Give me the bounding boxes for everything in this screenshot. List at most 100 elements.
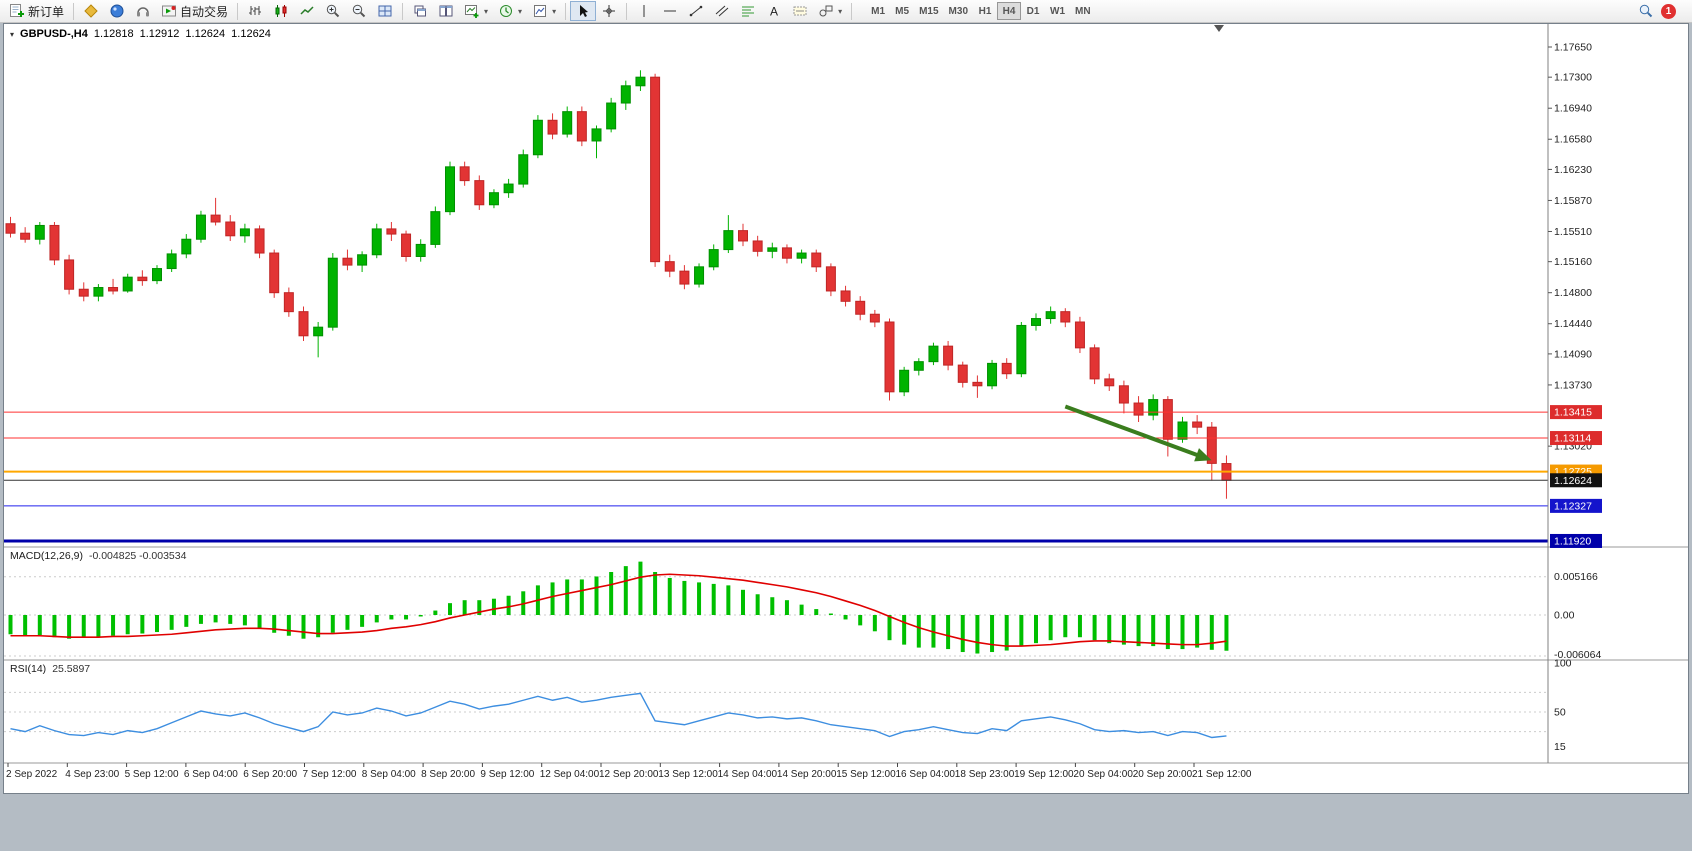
svg-text:6 Sep 04:00: 6 Sep 04:00 (184, 769, 238, 780)
timeframe-button-d1[interactable]: D1 (1021, 2, 1045, 20)
price-badge-1.11920: 1.11920 (1550, 533, 1602, 548)
data-window-button[interactable] (130, 1, 156, 21)
timeframe-buttons: M1 M5 M15 M30 H1 H4 D1 W1 MN (866, 2, 1095, 20)
fibonacci-tool-button[interactable] (735, 1, 761, 21)
svg-text:9 Sep 12:00: 9 Sep 12:00 (480, 769, 534, 780)
horizontal-line-tool-button[interactable] (657, 1, 683, 21)
market-watch-button[interactable] (104, 1, 130, 21)
svg-text:1.16230: 1.16230 (1554, 164, 1592, 176)
profiles-clock-icon (500, 5, 513, 17)
cursor-arrow-icon (580, 5, 589, 17)
chart-window: ▾ GBPUSD-,H4 1.12818 1.12912 1.12624 1.1… (3, 23, 1689, 794)
zoom-in-icon (326, 4, 340, 18)
timeframe-button-mn[interactable]: MN (1070, 2, 1096, 20)
timeframe-button-m1[interactable]: M1 (866, 2, 890, 20)
text-label-tool-button[interactable] (787, 1, 813, 21)
svg-text:1.14090: 1.14090 (1554, 348, 1592, 360)
zoom-out-button[interactable] (346, 1, 372, 21)
price-badge-1.12327: 1.12327 (1550, 498, 1602, 513)
svg-text:14 Sep 20:00: 14 Sep 20:00 (777, 769, 837, 780)
svg-text:50: 50 (1554, 707, 1566, 719)
svg-text:16 Sep 04:00: 16 Sep 04:00 (896, 769, 956, 780)
arrange-windows-icon (439, 5, 453, 17)
panel-separators (4, 24, 1688, 764)
price-badge-1.13114: 1.13114 (1550, 431, 1602, 446)
collapse-chart-icon[interactable]: ▾ (10, 29, 15, 39)
vertical-line-icon (643, 5, 645, 17)
svg-text:8 Sep 20:00: 8 Sep 20:00 (421, 769, 475, 780)
tile-windows-button[interactable] (372, 1, 398, 21)
svg-text:1.11920: 1.11920 (1554, 535, 1591, 547)
dropdown-caret-icon: ▾ (484, 6, 489, 16)
svg-text:1.15870: 1.15870 (1554, 195, 1592, 207)
text-label-icon (793, 6, 807, 16)
new-chart-icon (465, 5, 479, 18)
toolbar-separator (626, 2, 628, 20)
line-chart-button[interactable] (294, 1, 320, 21)
arrange-windows-button[interactable] (433, 1, 459, 21)
svg-text:6 Sep 20:00: 6 Sep 20:00 (243, 769, 297, 780)
toolbar-separator (851, 2, 853, 20)
trendline-icon (689, 5, 703, 17)
timeframe-button-m15[interactable]: M15 (914, 2, 943, 20)
new-chart-button[interactable]: ▾ (459, 1, 493, 21)
toolbar-right-group: 1 (1638, 3, 1688, 19)
search-icon[interactable] (1638, 3, 1654, 19)
bar-chart-button[interactable] (242, 1, 268, 21)
timeframe-button-m30[interactable]: M30 (944, 2, 973, 20)
svg-text:1.14440: 1.14440 (1554, 318, 1592, 330)
channel-tool-button[interactable] (709, 1, 735, 21)
svg-text:1.14800: 1.14800 (1554, 287, 1592, 299)
new-order-button[interactable]: 新订单 (4, 1, 69, 21)
templates-button[interactable]: ▾ (527, 1, 561, 21)
svg-text:1.16940: 1.16940 (1554, 103, 1592, 115)
svg-text:13 Sep 12:00: 13 Sep 12:00 (658, 769, 718, 780)
trend-arrow[interactable] (1064, 404, 1212, 462)
vertical-line-tool-button[interactable] (631, 1, 657, 21)
profiles-button[interactable]: ▾ (493, 1, 527, 21)
timeframe-button-h1[interactable]: H1 (973, 2, 997, 20)
toolbar-separator (402, 2, 404, 20)
price-chart[interactable]: 1.17650 1.17300 1.16940 1.16580 1.16230 1.158… (4, 24, 1688, 793)
text-tool-button[interactable]: A (761, 1, 787, 21)
trendline-tool-button[interactable] (683, 1, 709, 21)
toolbar-separator (565, 2, 567, 20)
candles-layer (5, 70, 1232, 499)
cascade-windows-button[interactable] (407, 1, 433, 21)
timeframe-button-h4[interactable]: H4 (997, 2, 1021, 20)
svg-text:20 Sep 04:00: 20 Sep 04:00 (1073, 769, 1133, 780)
cursor-tool-button[interactable] (570, 1, 597, 21)
price-badge-1.12624: 1.12624 (1550, 473, 1602, 488)
autotrading-button[interactable]: 自动交易 (156, 1, 233, 21)
svg-text:1.17650: 1.17650 (1554, 42, 1592, 54)
market-watch-icon (110, 4, 124, 18)
svg-text:0.005166: 0.005166 (1554, 571, 1598, 583)
svg-text:12 Sep 20:00: 12 Sep 20:00 (599, 769, 659, 780)
candlestick-chart-button[interactable] (268, 1, 294, 21)
svg-text:1.13114: 1.13114 (1554, 433, 1591, 445)
notification-badge[interactable]: 1 (1661, 3, 1676, 19)
dropdown-caret-icon: ▾ (838, 6, 843, 16)
svg-text:21 Sep 12:00: 21 Sep 12:00 (1192, 769, 1252, 780)
svg-text:7 Sep 12:00: 7 Sep 12:00 (303, 769, 357, 780)
zoom-in-button[interactable] (320, 1, 346, 21)
svg-text:2 Sep 2022: 2 Sep 2022 (6, 769, 58, 780)
svg-text:19 Sep 12:00: 19 Sep 12:00 (1014, 769, 1074, 780)
shapes-tool-button[interactable]: ▾ (813, 1, 847, 21)
metaeditor-button[interactable] (78, 1, 104, 21)
timeframe-button-m5[interactable]: M5 (890, 2, 914, 20)
crosshair-tool-button[interactable] (596, 1, 622, 21)
macd-histogram (8, 561, 1229, 654)
shapes-icon (819, 5, 833, 17)
fibonacci-icon (742, 6, 755, 17)
svg-text:0.00: 0.00 (1554, 610, 1575, 622)
timeframe-button-w1[interactable]: W1 (1045, 2, 1070, 20)
data-window-icon (137, 7, 150, 17)
candlestick-chart-icon (275, 5, 287, 17)
horizontal-line-icon (664, 10, 677, 12)
svg-text:12 Sep 04:00: 12 Sep 04:00 (540, 769, 600, 780)
svg-text:4 Sep 23:00: 4 Sep 23:00 (65, 769, 119, 780)
text-icon: A (770, 5, 778, 19)
chart-shift-marker[interactable] (1214, 25, 1224, 32)
svg-text:14 Sep 04:00: 14 Sep 04:00 (718, 769, 778, 780)
